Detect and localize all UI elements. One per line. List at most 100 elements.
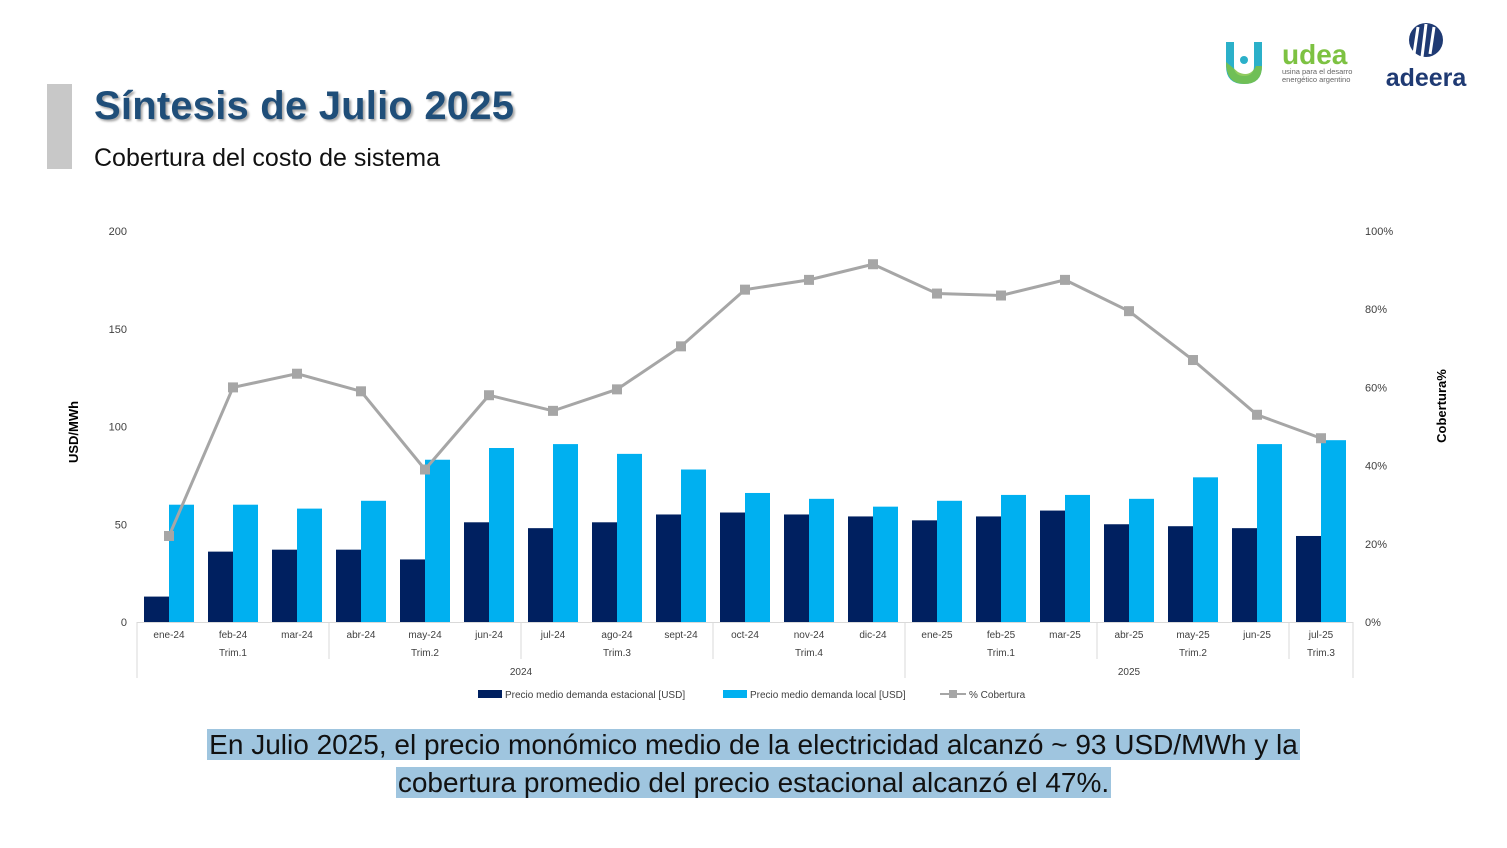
cobertura-marker-nov-24 bbox=[804, 274, 814, 285]
bar-estacional-ago-24 bbox=[592, 522, 617, 622]
page-title: Síntesis de Julio 2025 bbox=[94, 84, 515, 128]
adeera-logo-mark bbox=[1409, 23, 1443, 58]
y-tick-left: 0 bbox=[121, 617, 127, 629]
legend-label-local: Precio medio demanda local [USD] bbox=[750, 690, 906, 701]
bar-local-ene-24 bbox=[169, 504, 194, 622]
x-tick-label: jul-24 bbox=[540, 630, 566, 641]
udea-logo-tagline-1: usina para el desarro bbox=[1282, 67, 1352, 76]
page-subtitle: Cobertura del costo de sistema bbox=[94, 144, 441, 172]
y-tick-left: 100 bbox=[109, 422, 127, 434]
bar-local-ago-24 bbox=[617, 453, 642, 622]
bar-estacional-abr-25 bbox=[1104, 524, 1129, 622]
udea-logo-tagline-2: energético argentino bbox=[1282, 75, 1350, 84]
summary-caption: En Julio 2025, el precio monómico medio … bbox=[0, 726, 1507, 802]
bar-estacional-abr-24 bbox=[336, 549, 361, 622]
cobertura-marker-ene-25 bbox=[932, 288, 942, 299]
x-tick-label: ago-24 bbox=[601, 630, 633, 641]
bar-local-oct-24 bbox=[745, 492, 770, 622]
bar-estacional-feb-24 bbox=[208, 551, 233, 622]
cobertura-marker-jun-25 bbox=[1252, 409, 1262, 420]
x-tick-label: mar-25 bbox=[1049, 630, 1081, 641]
x-quarter-label: Trim.2 bbox=[1179, 648, 1207, 659]
bar-estacional-dic-24 bbox=[848, 516, 873, 622]
cobertura-marker-sept-24 bbox=[676, 341, 686, 352]
y-tick-right: 100% bbox=[1365, 226, 1393, 238]
bar-estacional-jul-24 bbox=[528, 528, 553, 622]
y-tick-left: 200 bbox=[109, 226, 127, 238]
x-tick-label: oct-24 bbox=[731, 630, 759, 641]
bar-estacional-jun-24 bbox=[464, 522, 489, 622]
summary-caption-line-1: En Julio 2025, el precio monómico medio … bbox=[207, 729, 1300, 760]
bar-estacional-sept-24 bbox=[656, 514, 681, 622]
cobertura-marker-feb-25 bbox=[996, 290, 1006, 301]
bar-local-jul-24 bbox=[553, 444, 578, 622]
x-year-label: 2025 bbox=[1118, 667, 1141, 678]
cobertura-marker-abr-25 bbox=[1124, 306, 1134, 317]
bar-estacional-may-24 bbox=[400, 559, 425, 622]
bar-estacional-nov-24 bbox=[784, 514, 809, 622]
y-tick-right: 20% bbox=[1365, 539, 1387, 551]
bar-local-mar-25 bbox=[1065, 494, 1090, 622]
bar-estacional-mar-25 bbox=[1040, 510, 1065, 622]
x-tick-label: mar-24 bbox=[281, 630, 313, 641]
cobertura-marker-ago-24 bbox=[612, 384, 622, 395]
legend-swatch-local bbox=[723, 690, 747, 698]
title-accent-bar bbox=[47, 84, 72, 169]
udea-logo: udea usina para el desarro energético ar… bbox=[1226, 39, 1352, 84]
bar-estacional-jun-25 bbox=[1232, 528, 1257, 622]
udea-logo-name: udea bbox=[1282, 39, 1348, 70]
chart-bars bbox=[144, 440, 1346, 622]
x-tick-label: dic-24 bbox=[859, 630, 887, 641]
bar-estacional-may-25 bbox=[1168, 526, 1193, 622]
legend-swatch-estacional bbox=[478, 690, 502, 698]
cobertura-marker-may-24 bbox=[420, 464, 430, 475]
bar-local-feb-25 bbox=[1001, 494, 1026, 622]
bar-estacional-jul-25 bbox=[1296, 535, 1321, 622]
y-tick-right: 60% bbox=[1365, 382, 1387, 394]
bar-local-mar-24 bbox=[297, 508, 322, 622]
bar-local-abr-24 bbox=[361, 500, 386, 622]
y-tick-right: 40% bbox=[1365, 461, 1387, 473]
bar-local-nov-24 bbox=[809, 498, 834, 622]
bar-estacional-feb-25 bbox=[976, 516, 1001, 622]
bar-local-sept-24 bbox=[681, 469, 706, 622]
x-tick-label: jun-24 bbox=[474, 630, 503, 641]
bar-local-may-25 bbox=[1193, 477, 1218, 622]
x-tick-label: jul-25 bbox=[1308, 630, 1334, 641]
chart-axes: 0 50 100 150 200 0% 20% 40% 60% 80% 100% USD/MWh Cob… bbox=[66, 226, 1449, 678]
cobertura-marker-feb-24 bbox=[228, 382, 238, 393]
cobertura-marker-jul-25 bbox=[1316, 433, 1326, 444]
bar-local-may-24 bbox=[425, 459, 450, 622]
x-tick-label: abr-25 bbox=[1115, 630, 1144, 641]
x-quarter-label: Trim.3 bbox=[1307, 648, 1335, 659]
cobertura-marker-may-25 bbox=[1188, 355, 1198, 366]
bar-estacional-ene-25 bbox=[912, 520, 937, 622]
bar-estacional-oct-24 bbox=[720, 512, 745, 622]
x-quarter-label: Trim.2 bbox=[411, 648, 439, 659]
summary-caption-line-2: cobertura promedio del precio estacional… bbox=[395, 767, 1112, 798]
cobertura-marker-jun-24 bbox=[484, 390, 494, 401]
x-tick-label: ene-25 bbox=[921, 630, 953, 641]
legend-swatch-cobertura-marker bbox=[949, 690, 957, 698]
x-tick-label: sept-24 bbox=[664, 630, 698, 641]
bar-local-dic-24 bbox=[873, 506, 898, 622]
x-tick-label: feb-25 bbox=[987, 630, 1016, 641]
x-tick-label: feb-24 bbox=[219, 630, 248, 641]
x-year-label: 2024 bbox=[510, 667, 533, 678]
cobertura-marker-dic-24 bbox=[868, 259, 878, 270]
x-tick-label: jun-25 bbox=[1242, 630, 1271, 641]
y-axis-label-left: USD/MWh bbox=[66, 401, 81, 463]
legend-label-estacional: Precio medio demanda estacional [USD] bbox=[505, 690, 685, 701]
x-tick-label: may-24 bbox=[408, 630, 442, 641]
x-quarter-label: Trim.3 bbox=[603, 648, 631, 659]
x-tick-label: abr-24 bbox=[347, 630, 376, 641]
y-tick-right: 80% bbox=[1365, 304, 1387, 316]
adeera-logo: adeera bbox=[1386, 23, 1467, 92]
cobertura-chart: 0 50 100 150 200 0% 20% 40% 60% 80% 100% USD/MWh Cob… bbox=[66, 226, 1449, 701]
y-tick-right: 0% bbox=[1365, 617, 1381, 629]
x-tick-label: ene-24 bbox=[153, 630, 185, 641]
cobertura-marker-mar-24 bbox=[292, 368, 302, 379]
bar-local-ene-25 bbox=[937, 500, 962, 622]
bar-local-jun-24 bbox=[489, 448, 514, 622]
chart-line bbox=[164, 259, 1326, 541]
